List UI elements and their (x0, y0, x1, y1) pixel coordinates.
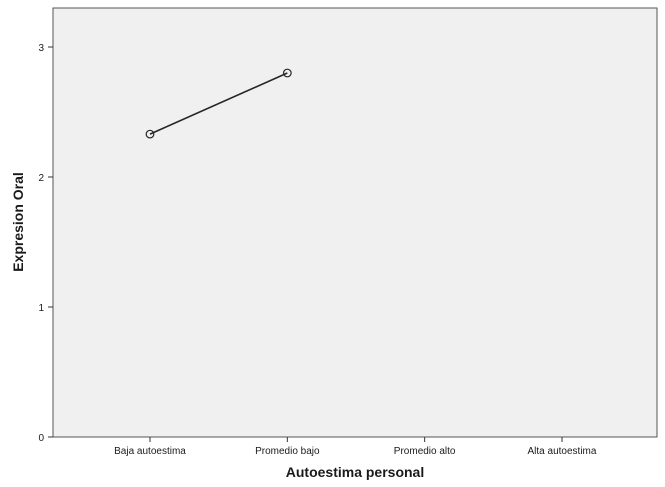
x-tick-label: Promedio bajo (255, 446, 320, 457)
x-axis-title: Autoestima personal (286, 464, 424, 480)
y-tick-label: 1 (38, 303, 44, 314)
y-axis-title: Expresion Oral (10, 172, 26, 272)
series-layer (145, 68, 292, 139)
x-tick-label: Baja autoestima (114, 446, 186, 457)
data-point (282, 68, 292, 78)
x-axis: Baja autoestima Promedio bajo Promedio alt… (114, 437, 597, 457)
x-tick-label: Promedio alto (394, 446, 456, 457)
data-point (145, 129, 155, 139)
y-axis: 0 1 2 3 (38, 43, 53, 444)
y-tick-label: 0 (38, 433, 44, 444)
x-tick-label: Alta autoestima (528, 446, 597, 457)
series-line (149, 72, 288, 135)
y-tick-label: 3 (38, 43, 44, 54)
plot-area (52, 7, 658, 438)
y-tick-label: 2 (38, 173, 44, 184)
